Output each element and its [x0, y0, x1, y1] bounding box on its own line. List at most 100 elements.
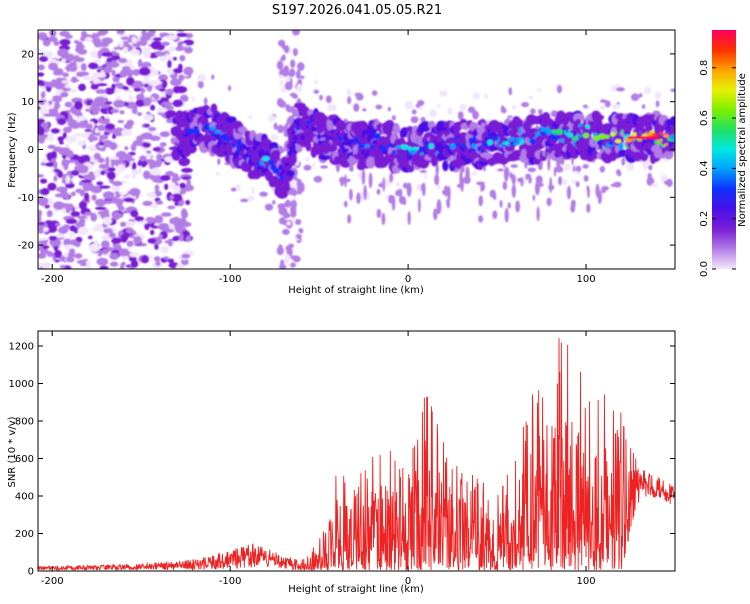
spectral-blob [82, 174, 94, 179]
spectral-blob [124, 220, 136, 228]
spectral-blob [395, 181, 401, 187]
snr-frame [37, 330, 676, 572]
spectral-blob [353, 137, 360, 144]
spectral-blob [570, 179, 578, 184]
spectral-blob [62, 126, 73, 133]
spectral-blob [582, 132, 590, 139]
spectral-blob [273, 122, 278, 130]
spectral-blob [478, 195, 484, 207]
spectral-blob [407, 146, 413, 151]
spectral-blob [67, 203, 74, 212]
spectral-blob [102, 191, 115, 199]
spectral-blob [105, 156, 110, 166]
spectral-blob [319, 94, 324, 101]
spectral-blob [185, 199, 191, 206]
spectral-blob [165, 170, 175, 177]
spectral-blob [48, 82, 54, 86]
spectral-blob [362, 108, 367, 112]
spectral-blob [595, 183, 600, 198]
spectral-blob [306, 120, 311, 125]
spectral-blob [471, 170, 478, 176]
spectral-blob [502, 181, 508, 190]
spectral-blob [503, 107, 507, 114]
spectral-blob [111, 55, 121, 61]
spectral-blob [272, 200, 276, 205]
spectral-blob [284, 162, 290, 167]
spectral-blob [97, 117, 104, 124]
spectral-blob [572, 112, 585, 123]
spectral-blob [358, 120, 367, 129]
spectral-blob [130, 143, 137, 152]
spectral-blob [594, 114, 605, 121]
spectral-blob [478, 215, 484, 223]
spectral-blob [109, 156, 120, 161]
spectral-blob [546, 197, 552, 207]
colorbar-axes: 0.0 0.2 0.4 0.6 0.8 [699, 60, 736, 277]
spectral-blob [61, 80, 68, 84]
spectral-blob [280, 179, 291, 191]
spectral-blob [52, 95, 63, 99]
spectral-blob [192, 128, 201, 134]
spectral-blob [483, 93, 489, 99]
spectral-blob [116, 82, 124, 89]
spectral-blob [38, 245, 44, 251]
spectral-blob [107, 167, 116, 172]
spectral-blob [155, 200, 164, 205]
spectral-blob [66, 159, 77, 164]
spectral-blob [133, 87, 142, 92]
spectral-blob [38, 209, 43, 217]
spectral-blob [276, 60, 284, 70]
spectral-blob [631, 132, 637, 137]
spectral-blob [550, 136, 559, 141]
spectral-blob [292, 30, 300, 36]
spectral-blob [40, 178, 48, 184]
spectral-blob [387, 106, 391, 112]
spectral-blob [279, 80, 284, 86]
spectral-blob [313, 177, 319, 181]
spectral-blob [530, 108, 536, 115]
spectral-blob [443, 185, 449, 197]
spectral-blob [51, 97, 63, 103]
spectral-blob [566, 185, 572, 200]
spectral-blob [111, 237, 122, 245]
spectral-blob [102, 208, 110, 218]
spectral-blob [420, 116, 426, 123]
spectral-blob [167, 59, 172, 69]
spectral-blob [154, 159, 162, 168]
spectral-blob [69, 88, 78, 93]
spectral-blob [38, 32, 48, 41]
spectral-blob [404, 101, 413, 110]
spectral-blob [101, 240, 110, 250]
spectral-blob [54, 250, 62, 259]
spectral-blob [93, 59, 102, 64]
spectral-blob [167, 258, 175, 263]
spectral-blob [284, 81, 293, 91]
spectral-blob [507, 137, 516, 142]
spectral-blob [98, 141, 105, 146]
spectral-blob [557, 176, 563, 186]
y-tick-label: 1000 [9, 379, 34, 390]
spectral-blob [60, 91, 69, 98]
spectral-blob [149, 161, 157, 170]
spectral-blob [85, 264, 92, 269]
spectral-blob [439, 90, 448, 97]
spectral-blob [520, 176, 524, 187]
spectral-blob [57, 136, 64, 142]
spectral-blob [191, 95, 196, 102]
spectral-blob [141, 30, 147, 37]
spectral-blob [106, 171, 116, 180]
spectral-blob [179, 54, 186, 62]
spectral-blob [292, 255, 301, 263]
spectral-blob [70, 211, 81, 217]
spectral-blob [284, 213, 291, 218]
spectral-blob [169, 195, 175, 200]
spectral-blob [487, 139, 493, 146]
spectral-blob [95, 83, 108, 87]
spectral-blob [78, 201, 87, 210]
spectral-blob [67, 119, 78, 128]
spectral-blob [146, 150, 152, 154]
spectral-blob [563, 163, 571, 171]
spectral-blob [181, 253, 191, 259]
spectral-blob [158, 234, 163, 239]
spectral-blob [103, 65, 113, 74]
